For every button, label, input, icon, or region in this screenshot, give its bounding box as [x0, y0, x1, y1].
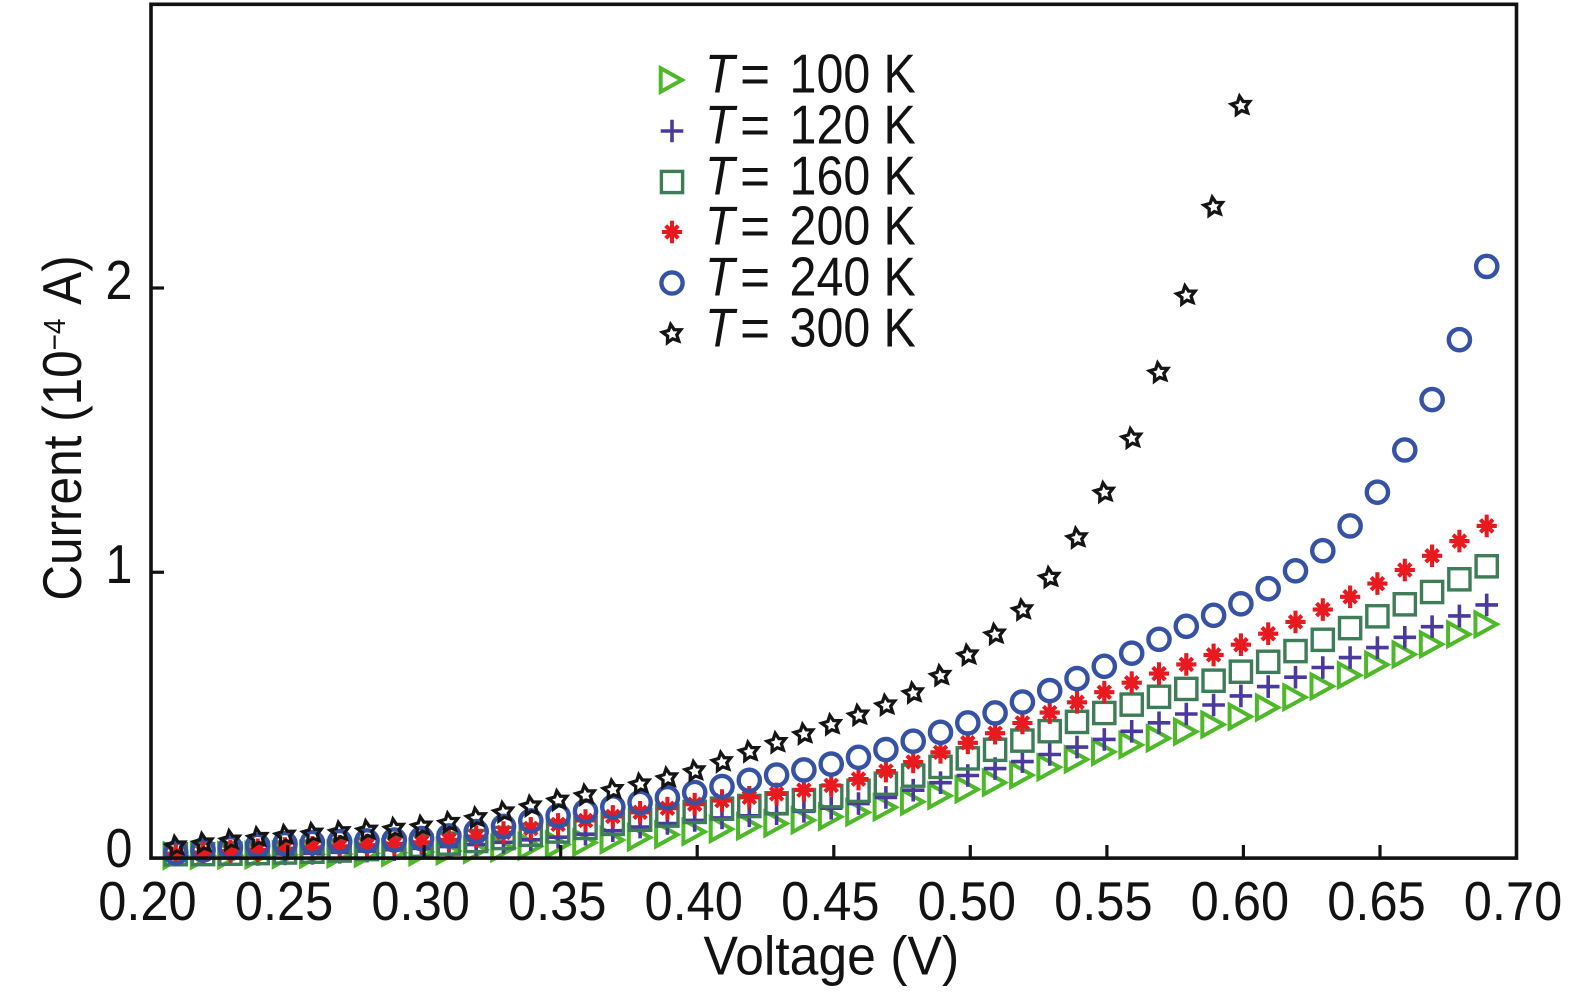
svg-text:0.50: 0.50	[918, 871, 1016, 932]
svg-text:0.70: 0.70	[1464, 871, 1562, 932]
svg-text:0.55: 0.55	[1054, 871, 1152, 932]
svg-text:0.35: 0.35	[508, 871, 606, 932]
svg-text:Voltage (V): Voltage (V)	[703, 926, 959, 987]
svg-text:1: 1	[106, 533, 133, 595]
svg-text:0: 0	[106, 817, 133, 879]
svg-text:Current (10−4 A): Current (10−4 A)	[33, 255, 94, 600]
svg-text:0.20: 0.20	[98, 871, 196, 932]
svg-text:0.60: 0.60	[1191, 871, 1289, 932]
svg-text:0.65: 0.65	[1327, 871, 1425, 932]
svg-text:0.30: 0.30	[371, 871, 469, 932]
svg-text:2: 2	[106, 249, 133, 311]
svg-text:0.25: 0.25	[235, 871, 333, 932]
svg-text:0.45: 0.45	[781, 871, 879, 932]
svg-text:0.40: 0.40	[644, 871, 742, 932]
